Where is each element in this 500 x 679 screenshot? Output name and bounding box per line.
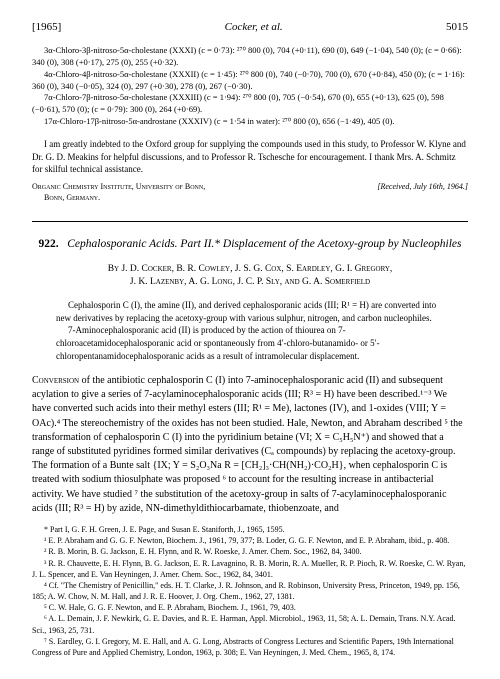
abstract: Cephalosporin C (I), the amine (II), and… [56, 299, 444, 362]
compound-data: 3α-Chloro-3β-nitroso-5α-cholestane (XXXI… [32, 45, 468, 128]
ref-line: ⁵ C. W. Hale, G. G. F. Newton, and E. P.… [32, 602, 468, 613]
ref-line: ¹ E. P. Abraham and G. G. F. Newton, Bio… [32, 535, 468, 546]
compound-line: 7α-Chloro-7β-nitroso-5α-cholestane (XXXI… [32, 92, 468, 116]
article-title-block: 922. Cephalosporanic Acids. Part II.* Di… [32, 236, 468, 252]
page: [1965] Cocker, et al. 5015 3α-Chloro-3β-… [0, 0, 500, 678]
abstract-para: Cephalosporin C (I), the amine (II), and… [56, 299, 444, 324]
abstract-para: 7-Aminocephalosporanic acid (II) is prod… [56, 324, 444, 362]
ref-line: ³ R. R. Chauvette, E. H. Flynn, B. G. Ja… [32, 558, 468, 580]
city: Bonn, Germany. [44, 193, 100, 202]
received-date: [Received, July 16th, 1964.] [377, 182, 468, 204]
body-para: Conversion of the antibiotic cephalospor… [32, 374, 468, 516]
acknowledgement: I am greatly indebted to the Oxford grou… [32, 138, 468, 176]
authors-list: By J. D. Cocker, B. R. Cowley, J. S. G. … [32, 263, 468, 290]
compound-line: 17α-Chloro-17β-nitroso-5α-androstane (XX… [32, 116, 468, 128]
year: [1965] [32, 20, 61, 35]
ref-line: ⁶ A. L. Demain, J. F. Newkirk, G. E. Dav… [32, 613, 468, 635]
compound-line: 4α-Chloro-4β-nitroso-5α-cholestane (XXXI… [32, 69, 468, 93]
body-continue: of the antibiotic cephalosporin C (I) in… [32, 375, 463, 514]
ref-line: ² R. B. Morin, B. G. Jackson, E. H. Flyn… [32, 546, 468, 557]
authors-line: J. K. Lazenby, A. G. Long, J. C. P. Sly,… [130, 277, 370, 287]
compound-line: 3α-Chloro-3β-nitroso-5α-cholestane (XXXI… [32, 45, 468, 69]
divider [32, 221, 468, 222]
article-title: Cephalosporanic Acids. Part II.* Displac… [67, 238, 461, 250]
affiliation: Organic Chemistry Institute, University … [32, 182, 205, 204]
references: * Part I, G. F. H. Green, J. E. Page, an… [32, 524, 468, 658]
ref-line: * Part I, G. F. H. Green, J. E. Page, an… [32, 524, 468, 535]
ref-line: ⁴ Cf. "The Chemistry of Penicillin," eds… [32, 580, 468, 602]
running-header: [1965] Cocker, et al. 5015 [32, 20, 468, 35]
body-text: Conversion of the antibiotic cephalospor… [32, 374, 468, 516]
article-number: 922. [39, 238, 59, 250]
ref-line: ⁷ S. Eardley, G. I. Gregory, M. E. Hall,… [32, 636, 468, 658]
authors-line: By J. D. Cocker, B. R. Cowley, J. S. G. … [108, 264, 393, 274]
header-author: Cocker, et al. [225, 20, 283, 35]
affiliation-row: Organic Chemistry Institute, University … [32, 182, 468, 204]
dropword: Conversion [32, 375, 79, 386]
institute: Organic Chemistry Institute, University … [32, 182, 205, 191]
page-number: 5015 [446, 20, 468, 35]
